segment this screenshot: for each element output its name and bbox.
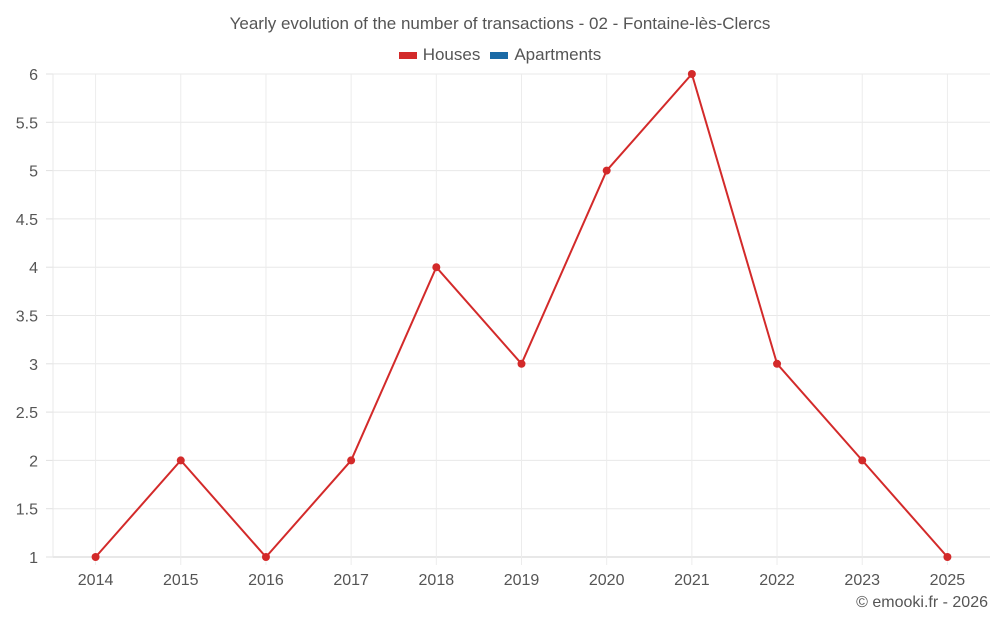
data-point bbox=[773, 359, 782, 368]
x-tick-label: 2016 bbox=[248, 572, 284, 589]
y-tick-label: 3 bbox=[29, 357, 38, 374]
x-tick-label: 2023 bbox=[844, 572, 880, 589]
legend-item-houses[interactable]: Houses bbox=[398, 45, 481, 65]
y-tick-label: 5 bbox=[29, 164, 38, 181]
x-tick-label: 2018 bbox=[419, 572, 455, 589]
y-tick-label: 4 bbox=[29, 260, 38, 277]
chart-title: Yearly evolution of the number of transa… bbox=[229, 14, 771, 33]
credit: © emooki.fr - 2026 bbox=[856, 594, 988, 611]
y-tick-label: 4.5 bbox=[16, 212, 38, 229]
x-tick-label: 2017 bbox=[333, 572, 369, 589]
data-point bbox=[687, 70, 696, 78]
data-point bbox=[91, 553, 100, 561]
x-tick-label: 2019 bbox=[504, 572, 540, 589]
data-point bbox=[347, 456, 356, 465]
legend-label-apartments: Apartments bbox=[514, 45, 602, 64]
y-tick-label: 5.5 bbox=[16, 115, 38, 132]
x-tick-label: 2021 bbox=[674, 572, 710, 589]
data-point bbox=[858, 456, 867, 465]
y-tick-label: 1.5 bbox=[16, 502, 38, 519]
data-point bbox=[943, 553, 952, 561]
data-point bbox=[517, 359, 526, 368]
legend-item-apartments[interactable]: Apartments bbox=[490, 45, 601, 65]
x-tick-label: 2015 bbox=[163, 572, 199, 589]
y-tick-label: 2.5 bbox=[16, 405, 38, 422]
y-tick-label: 6 bbox=[29, 67, 38, 84]
data-point bbox=[176, 456, 185, 465]
y-tick-label: 2 bbox=[29, 453, 38, 470]
x-tick-label: 2022 bbox=[759, 572, 795, 589]
legend: Houses Apartments bbox=[0, 45, 1000, 65]
x-tick-label: 2025 bbox=[930, 572, 966, 589]
apartments-swatch-icon bbox=[490, 51, 509, 59]
houses-swatch-icon bbox=[398, 51, 417, 59]
data-point bbox=[602, 166, 611, 175]
data-point bbox=[261, 553, 270, 561]
legend-label-houses: Houses bbox=[422, 45, 481, 64]
x-tick-label: 2014 bbox=[78, 572, 114, 589]
y-tick-label: 1 bbox=[29, 550, 38, 567]
data-point bbox=[432, 263, 441, 272]
y-tick-label: 3.5 bbox=[16, 309, 38, 326]
x-tick-label: 2020 bbox=[589, 572, 625, 589]
